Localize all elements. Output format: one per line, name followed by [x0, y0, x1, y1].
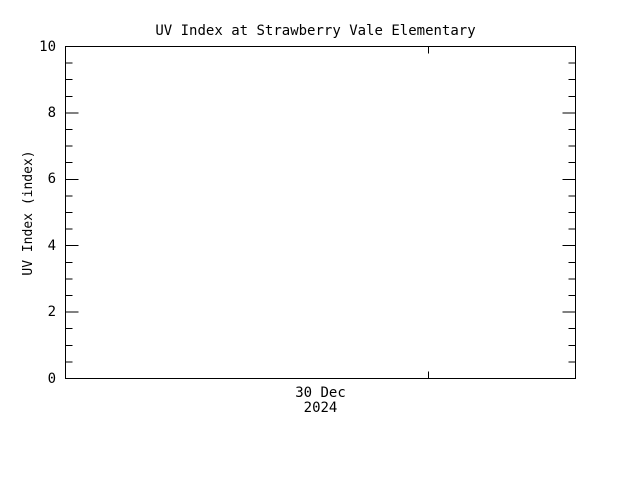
y-tick-label: 10 — [39, 38, 56, 55]
chart-title: UV Index at Strawberry Vale Elementary — [155, 23, 476, 39]
y-tick-label: 6 — [47, 171, 56, 188]
x-axis-date-label: 30 Dec 2024 — [65, 386, 576, 416]
y-tick-label: 8 — [47, 104, 56, 121]
y-tick-label: 2 — [47, 304, 56, 321]
x-axis-date-line2: 2024 — [303, 400, 338, 416]
axes-box — [65, 46, 576, 379]
y-tick-label: 0 — [47, 370, 56, 387]
x-axis-date-line1: 30 Dec — [295, 385, 346, 401]
y-tick-label: 4 — [47, 237, 56, 254]
